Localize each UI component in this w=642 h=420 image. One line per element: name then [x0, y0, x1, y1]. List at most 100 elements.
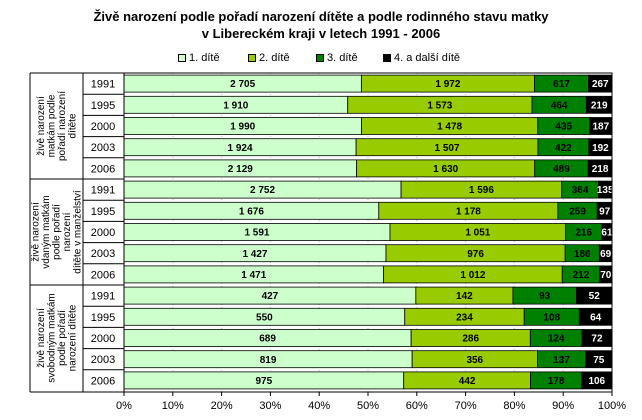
data-label-g3-1995-s2: 234 — [456, 312, 473, 323]
data-label-g3-2000-s1: 689 — [259, 334, 276, 345]
data-label-g3-1991-s2: 142 — [456, 291, 473, 302]
data-label-g1-1991-s4: 267 — [592, 79, 609, 90]
year-label-g1-1991: 1991 — [91, 79, 115, 91]
group-label-3-line-3: podle pořadí — [57, 310, 68, 366]
x-tick-label-2: 20% — [211, 400, 233, 412]
data-label-g3-2003-s2: 356 — [466, 355, 483, 366]
x-tick-label-5: 50% — [357, 400, 379, 412]
data-label-g2-2006-s1: 1 471 — [241, 270, 266, 281]
data-label-g1-2006-s2: 1 630 — [433, 164, 458, 175]
group-label-1-line-1: živě narození — [36, 96, 47, 156]
group-label-1-line-2: matkám podle — [46, 94, 57, 157]
legend-label-2: 2. dítě — [259, 52, 290, 64]
data-label-g3-2006-s1: 975 — [256, 376, 273, 387]
data-label-g2-2003-s2: 976 — [467, 249, 484, 260]
data-label-g3-2006-s4: 106 — [588, 376, 605, 387]
year-label-g2-1991: 1991 — [91, 185, 115, 197]
data-label-g3-2003-s1: 819 — [260, 355, 277, 366]
year-label-g1-1995: 1995 — [91, 100, 115, 112]
data-label-g1-2003-s1: 1 924 — [228, 143, 253, 154]
data-label-g2-1991-s4: 135 — [597, 185, 614, 196]
data-label-g1-2006-s4: 218 — [592, 164, 609, 175]
data-label-g2-2003-s4: 69 — [600, 249, 612, 260]
data-label-g2-1991-s3: 364 — [572, 185, 589, 196]
data-label-g2-1991-s2: 1 596 — [469, 185, 494, 196]
legend-swatch-2 — [248, 54, 256, 62]
x-tick-label-0: 0% — [116, 400, 132, 412]
data-label-g1-2000-s4: 187 — [593, 122, 610, 133]
data-label-g2-1995-s3: 259 — [569, 206, 586, 217]
x-tick-label-1: 10% — [162, 400, 184, 412]
data-label-g3-1991-s4: 52 — [589, 291, 601, 302]
group-label-1-line-3: pořadí narození — [57, 91, 68, 161]
data-label-g1-1995-s1: 1 910 — [223, 100, 248, 111]
chart-title-line-2: v Libereckém kraji v letech 1991 - 2006 — [201, 26, 441, 41]
group-label-2-line-2: vdaným matkám — [41, 195, 52, 268]
data-label-g3-2000-s2: 286 — [462, 334, 479, 345]
group-label-3-line-1: živě narození — [36, 308, 47, 368]
year-label-g2-2003: 2003 — [91, 248, 115, 260]
data-label-g2-2006-s2: 1 012 — [460, 270, 485, 281]
data-label-g1-2003-s3: 422 — [555, 143, 572, 154]
x-tick-label-8: 80% — [503, 400, 525, 412]
data-label-g3-2003-s4: 75 — [593, 355, 605, 366]
data-label-g3-2006-s2: 442 — [459, 376, 476, 387]
legend-swatch-1 — [178, 54, 186, 62]
data-label-g3-1991-s1: 427 — [262, 291, 279, 302]
data-label-g3-2000-s4: 72 — [591, 334, 603, 345]
data-label-g2-2003-s1: 1 427 — [242, 249, 267, 260]
year-label-g1-2000: 2000 — [91, 121, 115, 133]
legend-label-4: 4. a další dítě — [394, 52, 461, 64]
data-label-g1-2003-s4: 192 — [592, 143, 609, 154]
year-label-g3-2006: 2006 — [91, 375, 115, 387]
legend-swatch-4 — [383, 54, 391, 62]
year-label-g2-2006: 2006 — [91, 269, 115, 281]
group-label-3-line-2: svobodným matkám — [46, 293, 57, 382]
x-tick-label-6: 60% — [406, 400, 428, 412]
data-label-g1-2006-s1: 2 129 — [228, 164, 253, 175]
data-label-g1-1991-s2: 1 972 — [435, 79, 460, 90]
legend-swatch-3 — [316, 54, 324, 62]
data-label-g3-2003-s3: 137 — [553, 355, 570, 366]
year-label-g1-2006: 2006 — [91, 163, 115, 175]
data-label-g3-1995-s4: 64 — [590, 312, 602, 323]
data-label-g1-2000-s1: 1 990 — [230, 122, 255, 133]
data-label-g1-1995-s3: 464 — [551, 100, 568, 111]
year-label-g3-2003: 2003 — [91, 354, 115, 366]
year-label-g3-2000: 2000 — [91, 333, 115, 345]
data-label-g2-1991-s1: 2 752 — [250, 185, 275, 196]
data-label-g2-1995-s2: 1 178 — [456, 206, 481, 217]
year-label-g2-1995: 1995 — [91, 206, 115, 218]
data-label-g2-2000-s3: 216 — [575, 228, 592, 239]
data-label-g3-1991-s3: 93 — [539, 291, 551, 302]
data-label-g1-2003-s2: 1 507 — [435, 143, 460, 154]
data-label-g2-2000-s1: 1 591 — [244, 228, 269, 239]
data-label-g2-2006-s4: 70 — [600, 270, 612, 281]
data-label-g1-1995-s4: 219 — [591, 100, 608, 111]
data-label-g2-2000-s2: 1 051 — [465, 228, 490, 239]
data-label-g2-2000-s4: 61 — [601, 228, 613, 239]
year-label-g2-2000: 2000 — [91, 227, 115, 239]
data-label-g1-2000-s3: 435 — [555, 122, 572, 133]
year-label-g3-1991: 1991 — [91, 291, 115, 303]
group-label-2-line-3: podle pořadí — [52, 204, 63, 260]
data-label-g1-1991-s3: 617 — [553, 79, 570, 90]
data-label-g2-2003-s3: 186 — [574, 249, 591, 260]
data-label-g3-2006-s3: 178 — [548, 376, 565, 387]
data-label-g3-2000-s3: 124 — [548, 334, 565, 345]
year-label-g1-2003: 2003 — [91, 142, 115, 154]
group-label-2-line-1: živě narození — [31, 202, 42, 262]
legend-label-1: 1. dítě — [189, 52, 220, 64]
x-tick-label-3: 30% — [259, 400, 281, 412]
chart-title-line-1: Živě narození podle pořadí narození dítě… — [93, 9, 549, 24]
data-label-g3-1995-s1: 550 — [256, 312, 273, 323]
group-label-2-line-5: dítěte v manželství — [73, 190, 84, 274]
data-label-g2-1995-s1: 1 676 — [239, 206, 264, 217]
data-label-g2-2006-s3: 212 — [573, 270, 590, 281]
data-label-g2-1995-s4: 97 — [599, 206, 611, 217]
chart-title: Živě narození podle pořadí narození dítě… — [0, 8, 642, 42]
group-label-2-line-4: narození — [62, 212, 73, 251]
data-label-g1-1995-s2: 1 573 — [427, 100, 452, 111]
x-tick-label-7: 70% — [455, 400, 477, 412]
